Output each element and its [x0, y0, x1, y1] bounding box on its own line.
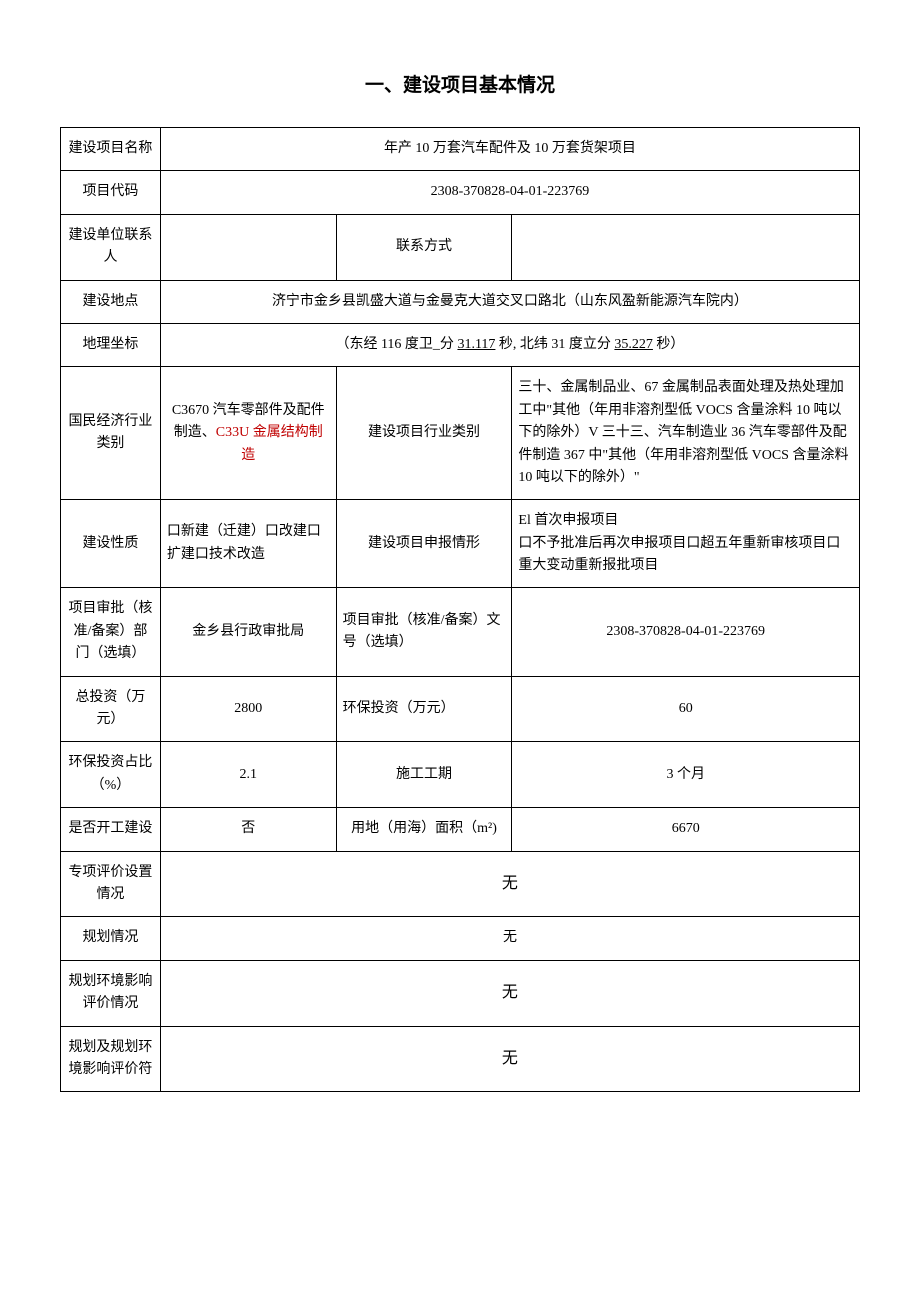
value-contact-method [512, 214, 860, 280]
value-approval-dept: 金乡县行政审批局 [160, 588, 336, 676]
coords-prefix: （东经 116 度卫_分 [335, 337, 457, 352]
label-declare-situation: 建设项目申报情形 [336, 500, 512, 588]
value-declare-situation: El 首次申报项目 口不予批准后再次申报项目口超五年重新审核项目口重大变动重新报… [512, 500, 860, 588]
value-project-code: 2308-370828-04-01-223769 [160, 171, 859, 214]
label-location: 建设地点 [61, 280, 161, 323]
value-industry-category: 三十、金属制品业、67 金属制品表面处理及热处理加工中"其他（年用非溶剂型低 V… [512, 367, 860, 500]
table-row: 建设单位联系人 联系方式 [61, 214, 860, 280]
label-construction-period: 施工工期 [336, 742, 512, 808]
label-plan-env: 规划环境影响评价情况 [61, 960, 161, 1026]
value-plan-env: 无 [160, 960, 859, 1026]
table-row: 规划情况 无 [61, 917, 860, 960]
value-construction-period: 3 个月 [512, 742, 860, 808]
value-special-eval: 无 [160, 851, 859, 917]
coords-mid: 秒, 北纬 31 度立分 [495, 337, 614, 352]
value-land-area: 6670 [512, 808, 860, 851]
label-coords: 地理坐标 [61, 323, 161, 366]
coords-suffix: 秒） [653, 337, 685, 352]
value-env-invest: 60 [512, 676, 860, 742]
label-env-invest: 环保投资（万元） [336, 676, 512, 742]
value-total-invest: 2800 [160, 676, 336, 742]
table-row: 建设地点 济宁市金乡县凯盛大道与金曼克大道交叉口路北（山东风盈新能源汽车院内） [61, 280, 860, 323]
value-build-nature: 口新建（迁建）口改建口扩建口技术改造 [160, 500, 336, 588]
table-row: 规划环境影响评价情况 无 [61, 960, 860, 1026]
value-economy-category-1: C3670 汽车零部件及配件制造、C33U 金属结构制造 [160, 367, 336, 500]
table-row: 项目代码 2308-370828-04-01-223769 [61, 171, 860, 214]
table-row: 环保投资占比（%） 2.1 施工工期 3 个月 [61, 742, 860, 808]
label-total-invest: 总投资（万元） [61, 676, 161, 742]
value-project-name: 年产 10 万套汽车配件及 10 万套货架项目 [160, 128, 859, 171]
table-row: 建设项目名称 年产 10 万套汽车配件及 10 万套货架项目 [61, 128, 860, 171]
table-row: 项目审批（核准/备案）部门（选填） 金乡县行政审批局 项目审批（核准/备案）文号… [61, 588, 860, 676]
label-land-area: 用地（用海）面积（m²) [336, 808, 512, 851]
label-economy-category: 国民经济行业类别 [61, 367, 161, 500]
label-build-nature: 建设性质 [61, 500, 161, 588]
table-row: 专项评价设置情况 无 [61, 851, 860, 917]
table-row: 规划及规划环境影响评价符 无 [61, 1026, 860, 1092]
page-title: 一、建设项目基本情况 [60, 70, 860, 97]
coords-sec2: 35.227 [614, 337, 653, 352]
value-coords: （东经 116 度卫_分 31.117 秒, 北纬 31 度立分 35.227 … [160, 323, 859, 366]
label-builder-contact: 建设单位联系人 [61, 214, 161, 280]
value-plan-env-conform: 无 [160, 1026, 859, 1092]
label-industry-category: 建设项目行业类别 [336, 367, 512, 500]
table-row: 地理坐标 （东经 116 度卫_分 31.117 秒, 北纬 31 度立分 35… [61, 323, 860, 366]
value-approval-no: 2308-370828-04-01-223769 [512, 588, 860, 676]
coords-sec1: 31.117 [457, 337, 495, 352]
label-contact-method: 联系方式 [336, 214, 512, 280]
table-row: 总投资（万元） 2800 环保投资（万元） 60 [61, 676, 860, 742]
label-project-name: 建设项目名称 [61, 128, 161, 171]
econ-v1b: C33U 金属结构制造 [216, 425, 323, 462]
value-started: 否 [160, 808, 336, 851]
label-started: 是否开工建设 [61, 808, 161, 851]
label-special-eval: 专项评价设置情况 [61, 851, 161, 917]
table-row: 国民经济行业类别 C3670 汽车零部件及配件制造、C33U 金属结构制造 建设… [61, 367, 860, 500]
label-project-code: 项目代码 [61, 171, 161, 214]
label-env-ratio: 环保投资占比（%） [61, 742, 161, 808]
label-approval-dept: 项目审批（核准/备案）部门（选填） [61, 588, 161, 676]
label-approval-no: 项目审批（核准/备案）文号（选填） [336, 588, 512, 676]
value-location: 济宁市金乡县凯盛大道与金曼克大道交叉口路北（山东风盈新能源汽车院内） [160, 280, 859, 323]
value-planning: 无 [160, 917, 859, 960]
table-row: 建设性质 口新建（迁建）口改建口扩建口技术改造 建设项目申报情形 El 首次申报… [61, 500, 860, 588]
value-builder-contact [160, 214, 336, 280]
label-plan-env-conform: 规划及规划环境影响评价符 [61, 1026, 161, 1092]
table-row: 是否开工建设 否 用地（用海）面积（m²) 6670 [61, 808, 860, 851]
label-planning: 规划情况 [61, 917, 161, 960]
value-env-ratio: 2.1 [160, 742, 336, 808]
project-info-table: 建设项目名称 年产 10 万套汽车配件及 10 万套货架项目 项目代码 2308… [60, 127, 860, 1092]
